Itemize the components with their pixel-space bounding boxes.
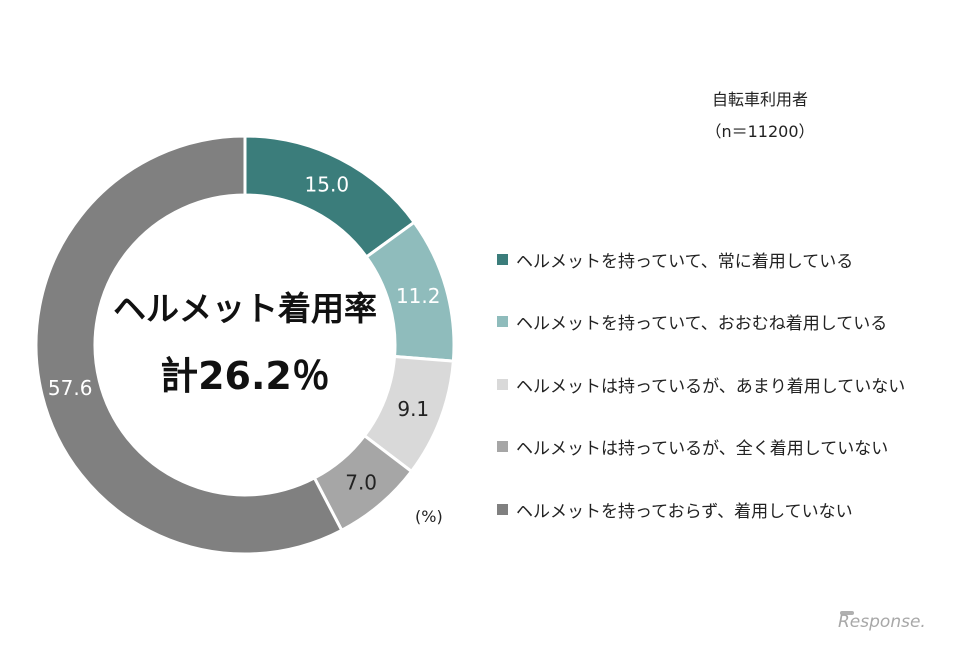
legend-item: ヘルメットを持っておらず、着用していない [497,478,905,541]
slice-value-label: 7.0 [345,471,377,495]
chart-subtitle-group: 自転車利用者 [711,90,808,109]
legend-item: ヘルメットは持っているが、あまり着用していない [497,353,905,416]
legend-item: ヘルメットは持っているが、全く着用していない [497,416,905,479]
watermark-logo: Response. [838,612,926,632]
center-total: 計26.2％ [160,354,330,398]
legend-swatch [497,253,508,265]
slice-value-label: 11.2 [396,284,441,308]
legend-swatch [497,503,508,515]
legend-item: ヘルメットを持っていて、おおむね着用している [497,291,905,354]
legend-label: ヘルメットを持っていて、おおむね着用している [516,314,888,335]
chart-sample-size: （n＝11200） [705,122,815,141]
legend-item: ヘルメットを持っていて、常に着用している [497,228,905,291]
legend-label: ヘルメットを持っていて、常に着用している [516,251,854,272]
slice-value-label: 15.0 [305,173,350,197]
watermark-arrow-icon [840,611,854,615]
center-title: ヘルメット着用率 [113,289,377,328]
legend-label: ヘルメットは持っているが、あまり着用していない [516,376,906,397]
legend-label: ヘルメットを持っておらず、着用していない [516,501,853,522]
legend-swatch [497,316,508,328]
slice-value-label: 9.1 [397,397,429,421]
slice-value-label: 57.6 [48,376,93,400]
legend-label: ヘルメットは持っているが、全く着用していない [516,439,889,460]
unit-label: (%) [415,507,443,526]
legend: ヘルメットを持っていて、常に着用している ヘルメットを持っていて、おおむね着用し… [497,228,905,541]
legend-swatch [497,378,508,390]
legend-swatch [497,441,508,453]
donut-slice [34,134,344,556]
